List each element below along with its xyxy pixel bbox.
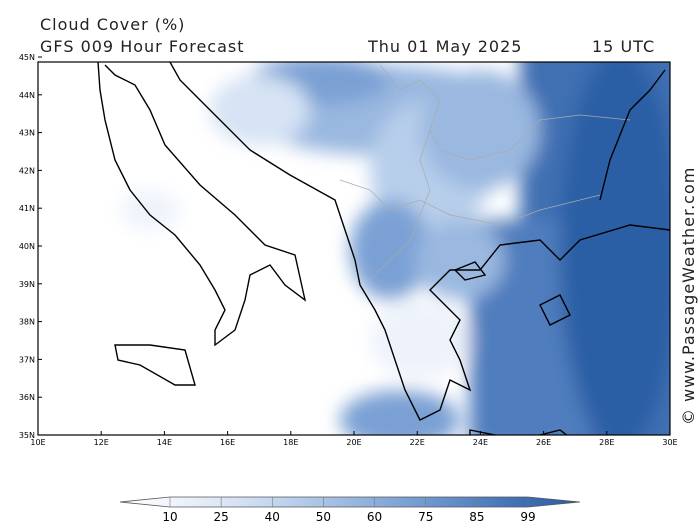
colorbar-label: 75 — [418, 510, 433, 524]
lon-label: 18E — [283, 438, 298, 447]
lat-label: 38N — [19, 318, 35, 327]
lat-label: 44N — [19, 91, 35, 100]
map-area — [38, 62, 670, 435]
lat-label: 37N — [19, 355, 35, 364]
lon-label: 12E — [94, 438, 109, 447]
lat-label: 39N — [19, 280, 35, 289]
coastlines — [97, 62, 670, 435]
lat-label: 41N — [19, 204, 35, 213]
colorbar-ticks: 10 25 40 50 60 75 85 99 — [162, 497, 536, 524]
lon-label: 20E — [346, 438, 361, 447]
lon-label: 10E — [30, 438, 45, 447]
colorbar-label: 50 — [316, 510, 331, 524]
borders — [339, 64, 631, 281]
colorbar-label: 10 — [162, 510, 177, 524]
lon-label: 22E — [410, 438, 425, 447]
lon-label: 14E — [157, 438, 172, 447]
lat-label: 40N — [19, 242, 35, 251]
lon-label: 26E — [536, 438, 551, 447]
lat-label: 35N — [19, 431, 35, 440]
lon-label: 16E — [220, 438, 235, 447]
lat-label: 36N — [19, 393, 35, 402]
lat-label: 43N — [19, 129, 35, 138]
lon-label: 30E — [662, 438, 677, 447]
lat-label: 45N — [19, 53, 35, 62]
title: Cloud Cover (%) — [40, 15, 185, 34]
date: Thu 01 May 2025 — [367, 37, 522, 56]
model: GFS 009 Hour Forecast — [40, 37, 245, 56]
colorbar-label: 25 — [214, 510, 229, 524]
watermark: © www.PassageWeather.com — [679, 167, 698, 425]
colorbar — [119, 496, 581, 508]
colorbar-label: 40 — [265, 510, 280, 524]
colorbar-label: 85 — [469, 510, 484, 524]
lon-label: 28E — [599, 438, 614, 447]
colorbar-label: 99 — [520, 510, 535, 524]
time: 15 UTC — [592, 37, 655, 56]
cloud-field — [120, 62, 670, 435]
lat-label: 42N — [19, 166, 35, 175]
lon-label: 24E — [473, 438, 488, 447]
colorbar-label: 60 — [367, 510, 382, 524]
